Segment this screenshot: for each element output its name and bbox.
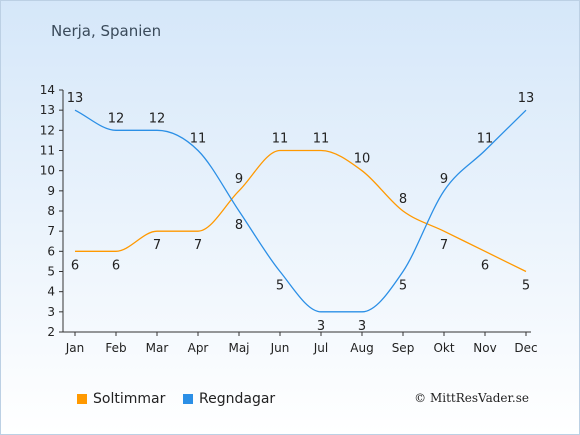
chart-title: Nerja, Spanien	[51, 22, 162, 40]
data-label-soltimmar: 11	[313, 132, 330, 147]
y-tick-label: 11	[40, 144, 55, 158]
data-label-soltimmar: 9	[235, 172, 243, 187]
y-tick-label: 4	[47, 285, 55, 299]
legend-item-soltimmar: Soltimmar	[77, 391, 165, 407]
x-tick-label: Jan	[65, 341, 85, 355]
data-label-regndagar: 9	[440, 172, 448, 187]
credit-text: © MittResVader.se	[414, 391, 529, 405]
data-label-regndagar: 5	[276, 279, 284, 294]
data-label-soltimmar: 7	[194, 238, 202, 253]
y-tick-label: 3	[47, 305, 55, 319]
data-label-regndagar: 5	[399, 279, 407, 294]
legend-label-regndagar: Regndagar	[199, 391, 276, 407]
x-tick-label: Sep	[392, 341, 415, 355]
y-tick-label: 13	[40, 103, 55, 117]
data-label-soltimmar: 10	[354, 152, 371, 167]
data-label-soltimmar: 5	[522, 279, 530, 294]
x-tick-label: Aug	[350, 341, 373, 355]
y-tick-label: 10	[40, 164, 55, 178]
data-label-regndagar: 13	[518, 91, 535, 106]
x-tick-label: Mar	[146, 341, 169, 355]
data-label-regndagar: 12	[149, 111, 166, 126]
y-tick-label: 5	[47, 265, 55, 279]
x-tick-label: Apr	[188, 341, 209, 355]
data-label-regndagar: 13	[67, 91, 84, 106]
x-tick-label: Okt	[433, 341, 454, 355]
data-label-soltimmar: 7	[153, 238, 161, 253]
legend-swatch-soltimmar	[77, 394, 87, 404]
y-tick-label: 9	[47, 184, 55, 198]
series-line-soltimmar	[74, 149, 527, 273]
axes: 2 3 4 5 6 7 8 9 10 11 12 13 14 Jan Feb Mar Apr Maj Jun Jul A…	[40, 83, 538, 355]
data-label-soltimmar: 11	[272, 132, 289, 147]
data-labels: 6 6 7 7 9 11 11 10 8 7 6 5 13 12 12 11 8 5 3 3 5 9 11 13	[67, 91, 535, 334]
y-tick-label: 7	[47, 224, 55, 238]
series-line-regndagar	[74, 109, 527, 313]
y-tick-label: 14	[40, 83, 55, 97]
y-tick-label: 8	[47, 204, 55, 218]
data-label-regndagar: 3	[317, 319, 325, 334]
data-label-soltimmar: 7	[440, 238, 448, 253]
data-label-soltimmar: 8	[399, 192, 407, 207]
y-tick-label: 12	[40, 123, 55, 137]
y-tick-label: 6	[47, 244, 55, 258]
legend-swatch-regndagar	[183, 394, 193, 404]
legend-label-soltimmar: Soltimmar	[93, 391, 166, 407]
x-tick-label: Jul	[313, 341, 328, 355]
x-tick-label: Jun	[270, 341, 290, 355]
data-label-soltimmar: 6	[112, 258, 120, 273]
data-label-regndagar: 12	[108, 111, 125, 126]
data-label-soltimmar: 6	[481, 258, 489, 273]
data-label-regndagar: 11	[190, 132, 207, 147]
x-tick-label: Dec	[514, 341, 537, 355]
x-tick-label: Nov	[473, 341, 496, 355]
series-lines	[74, 109, 527, 313]
data-label-soltimmar: 6	[71, 258, 79, 273]
data-label-regndagar: 11	[477, 132, 494, 147]
data-label-regndagar: 8	[235, 218, 243, 233]
y-tick-label: 2	[47, 325, 55, 339]
x-tick-label: Feb	[105, 341, 126, 355]
x-tick-label: Maj	[228, 341, 249, 355]
data-label-regndagar: 3	[358, 319, 366, 334]
legend-item-regndagar: Regndagar	[183, 391, 275, 407]
